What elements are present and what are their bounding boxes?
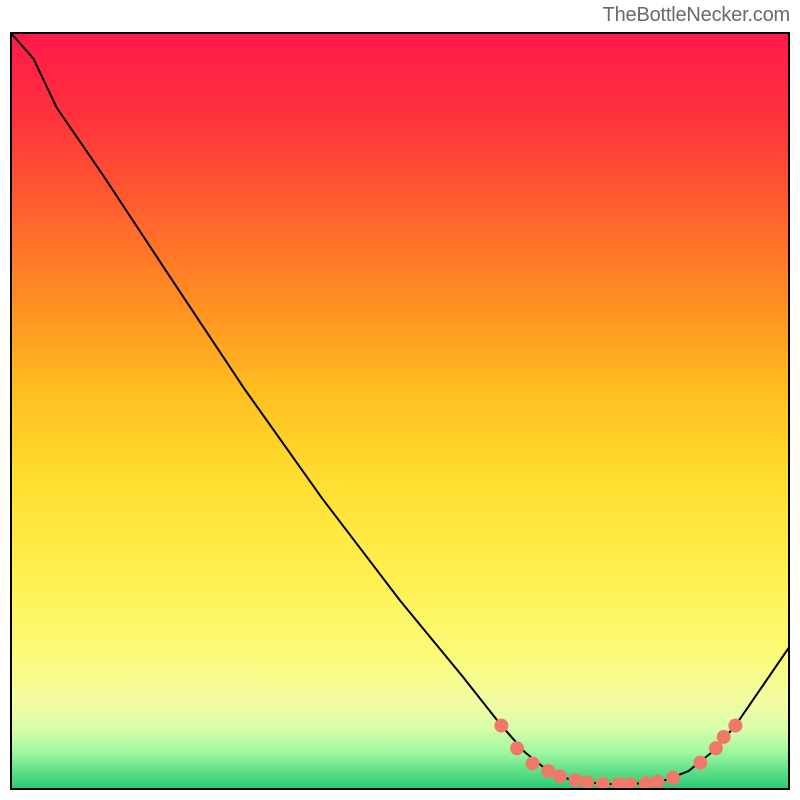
data-marker bbox=[553, 769, 567, 783]
data-marker bbox=[569, 773, 583, 787]
chart-container bbox=[10, 32, 790, 790]
data-marker bbox=[709, 741, 723, 755]
data-marker bbox=[717, 730, 731, 744]
data-marker bbox=[728, 719, 742, 733]
data-marker bbox=[494, 719, 508, 733]
data-marker bbox=[693, 756, 707, 770]
data-marker bbox=[666, 771, 680, 785]
data-marker bbox=[650, 775, 664, 789]
bottleneck-chart bbox=[10, 32, 790, 790]
data-marker bbox=[580, 775, 594, 789]
chart-background bbox=[10, 32, 790, 790]
watermark-text: TheBottleNecker.com bbox=[603, 4, 790, 27]
data-marker bbox=[510, 741, 524, 755]
data-marker bbox=[526, 756, 540, 770]
